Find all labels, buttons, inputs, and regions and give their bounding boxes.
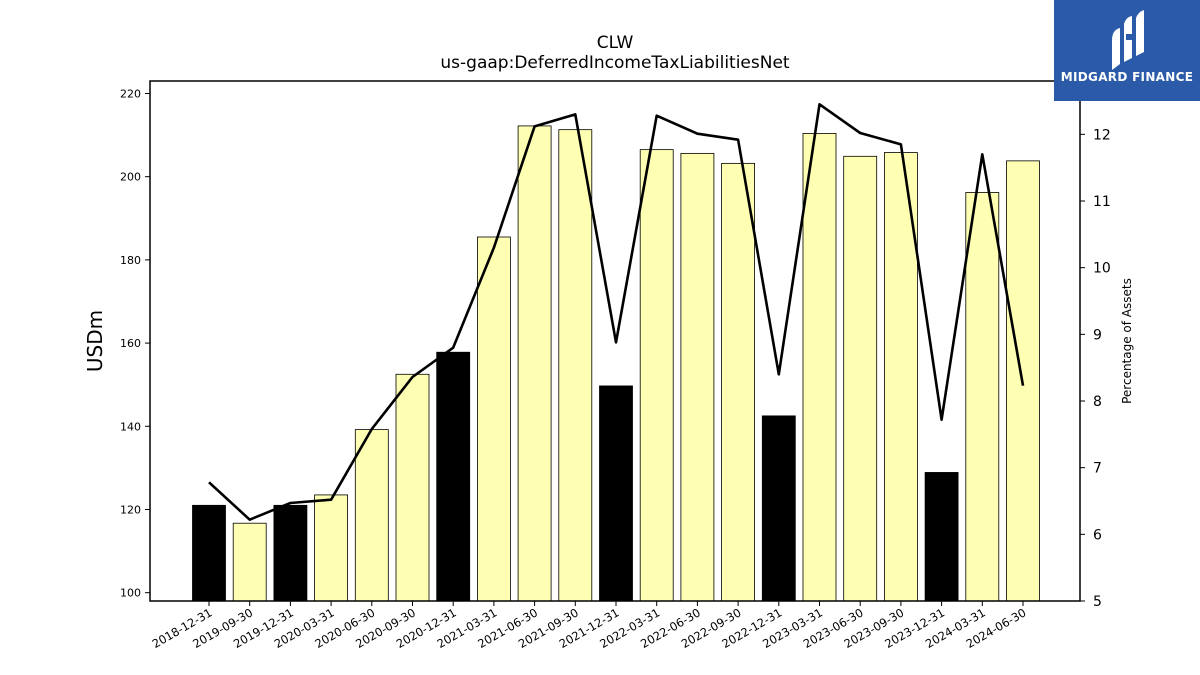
bar-2020-03-31	[314, 494, 349, 602]
bar-2019-12-31	[273, 504, 308, 602]
y2-tick-label: 11	[1093, 194, 1111, 210]
plot-frame	[149, 80, 1081, 602]
y2-axis-label: Percentage of Assets	[1120, 278, 1134, 404]
y-tick-label: 200	[120, 171, 141, 184]
bar-2020-06-30	[354, 429, 389, 602]
y2-tick-label: 6	[1093, 527, 1102, 543]
bar-2021-09-30	[558, 129, 593, 602]
y2-tick-label: 7	[1093, 461, 1102, 477]
y-tick-label: 120	[120, 503, 141, 516]
logo-text: MIDGARD FINANCE	[1060, 70, 1194, 84]
bar-2020-12-31	[436, 351, 471, 602]
bar-2022-09-30	[721, 162, 755, 602]
bar-2022-12-31	[761, 415, 796, 602]
bar-2019-09-30	[232, 522, 267, 602]
bar-2022-03-31	[639, 149, 674, 602]
company-logo: MIDGARD FINANCE	[1054, 0, 1200, 101]
bar-2024-03-31	[965, 192, 1000, 602]
y2-tick-label: 12	[1093, 127, 1111, 143]
y2-tick-label: 5	[1093, 594, 1102, 610]
y-tick-label: 160	[120, 337, 141, 350]
y2-tick-label: 9	[1093, 327, 1102, 343]
bar-2023-06-30	[843, 155, 878, 602]
bar-2023-12-31	[924, 472, 959, 602]
chart-subtitle: us-gaap:DeferredIncomeTaxLiabilitiesNet	[440, 53, 790, 73]
y-tick-label: 100	[120, 587, 141, 600]
bar-2022-06-30	[680, 152, 715, 602]
bar-2018-12-31	[192, 504, 226, 602]
y-axis-label: USDm	[83, 310, 107, 372]
logo-mark-icon	[1112, 10, 1144, 70]
y-tick-label: 180	[120, 254, 141, 267]
bar-2021-12-31	[599, 385, 633, 602]
bar-2021-06-30	[517, 125, 552, 602]
bar-2020-09-30	[395, 373, 430, 602]
y-tick-label: 220	[120, 87, 141, 100]
y2-tick-label: 8	[1093, 394, 1102, 410]
y-tick-label: 140	[120, 420, 141, 433]
chart-title: CLW	[596, 33, 634, 53]
bar-2021-03-31	[476, 236, 511, 602]
y2-tick-label: 10	[1093, 261, 1111, 277]
bar-2023-03-31	[802, 133, 837, 602]
